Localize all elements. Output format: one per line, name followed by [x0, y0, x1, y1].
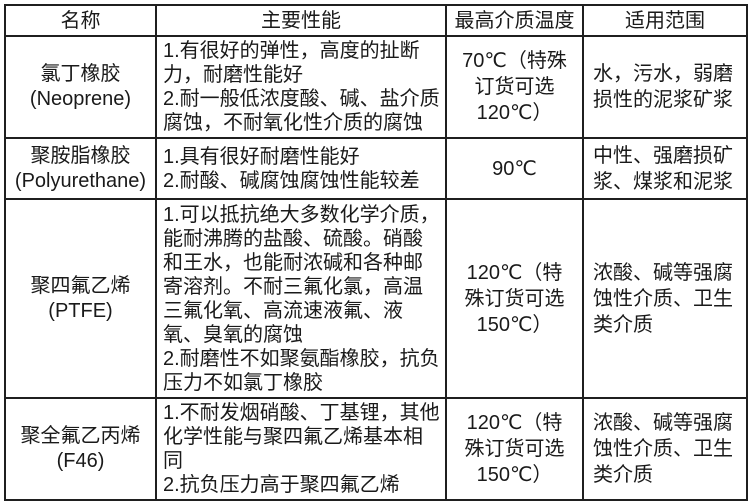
applicable-range-cell: 浓酸、碱等强腐蚀性介质、卫生类介质	[582, 198, 748, 399]
table-row-f46: 聚全氟乙丙烯 (F46) 1.不耐发烟硝酸、丁基锂，其他化学性能与聚四氟乙烯基本…	[4, 397, 748, 501]
header-main-properties: 主要性能	[155, 4, 447, 37]
property-line: 2.抗负压力高于聚四氟乙烯	[163, 474, 400, 496]
header-row: 名称 主要性能 最高介质温度 适用范围	[4, 4, 748, 37]
material-name-en: (Neoprene)	[29, 88, 132, 110]
table-row-ptfe: 聚四氟乙烯 (PTFE) 1.可以抵抗绝大多数化学介质，能耐沸腾的盐酸、硫酸。硝…	[4, 198, 748, 399]
property-line: 1.有很好的弹性，高度的扯断力，耐磨性能好	[163, 40, 420, 86]
max-temperature-cell: 90℃	[445, 137, 584, 200]
material-name-cell: 聚全氟乙丙烯 (F46)	[4, 397, 157, 501]
properties-cell: 1.可以抵抗绝大多数化学介质，能耐沸腾的盐酸、硫酸。硝酸和王水，也能耐浓碱和各种…	[155, 198, 447, 399]
material-name: 氯丁橡胶	[40, 63, 121, 85]
material-name: 聚胺脂橡胶	[30, 144, 131, 167]
applicable-range-cell: 水，污水，弱磨损性的泥浆矿浆	[582, 35, 748, 139]
material-name-en: (F46)	[56, 450, 105, 472]
properties-cell: 1.有很好的弹性，高度的扯断力，耐磨性能好 2.耐一般低浓度酸、碱、盐介质腐蚀，…	[155, 35, 447, 139]
header-applicable-range: 适用范围	[582, 4, 748, 37]
property-line: 2.耐酸、碱腐蚀腐蚀性能较差	[163, 169, 420, 192]
material-properties-table: 名称 主要性能 最高介质温度 适用范围 氯丁橡胶 (Neoprene) 1.有很…	[4, 4, 748, 501]
max-temperature-cell: 120℃（特殊订货可选150℃）	[445, 397, 584, 501]
properties-cell: 1.具有很好耐磨性能好 2.耐酸、碱腐蚀腐蚀性能较差	[155, 137, 447, 200]
properties-cell: 1.不耐发烟硝酸、丁基锂，其他化学性能与聚四氟乙烯基本相同 2.抗负压力高于聚四…	[155, 397, 447, 501]
material-name-cell: 氯丁橡胶 (Neoprene)	[4, 35, 157, 139]
material-name-en: (PTFE)	[48, 299, 113, 322]
material-name-cell: 聚胺脂橡胶 (Polyurethane)	[4, 137, 157, 200]
property-line: 1.不耐发烟硝酸、丁基锂，其他化学性能与聚四氟乙烯基本相同	[163, 402, 440, 472]
table-row-neoprene: 氯丁橡胶 (Neoprene) 1.有很好的弹性，高度的扯断力，耐磨性能好 2.…	[4, 35, 748, 139]
material-name: 聚四氟乙烯	[30, 274, 131, 297]
applicable-range-cell: 浓酸、碱等强腐蚀性介质、卫生类介质	[582, 397, 748, 501]
table-row-polyurethane: 聚胺脂橡胶 (Polyurethane) 1.具有很好耐磨性能好 2.耐酸、碱腐…	[4, 137, 748, 200]
property-line: 1.可以抵抗绝大多数化学介质，能耐沸腾的盐酸、硫酸。硝酸和王水，也能耐浓碱和各种…	[163, 203, 440, 346]
max-temperature-cell: 70℃（特殊订货可选120℃）	[445, 35, 584, 139]
property-line: 2.耐一般低浓度酸、碱、盐介质腐蚀，不耐氧化性介质的腐蚀	[163, 88, 440, 134]
applicable-range-cell: 中性、强磨损矿浆、煤浆和泥浆	[582, 137, 748, 200]
max-temperature-cell: 120℃（特殊订货可选150℃）	[445, 198, 584, 399]
material-name-cell: 聚四氟乙烯 (PTFE)	[4, 198, 157, 399]
material-name-en: (Polyurethane)	[14, 169, 147, 192]
material-name: 聚全氟乙丙烯	[20, 425, 141, 447]
header-name: 名称	[4, 4, 157, 37]
header-max-medium-temperature: 最高介质温度	[445, 4, 584, 37]
property-line: 2.耐磨性不如聚氨酯橡胶，抗负压力不如氯丁橡胶	[163, 347, 440, 394]
property-line: 1.具有很好耐磨性能好	[163, 145, 360, 168]
